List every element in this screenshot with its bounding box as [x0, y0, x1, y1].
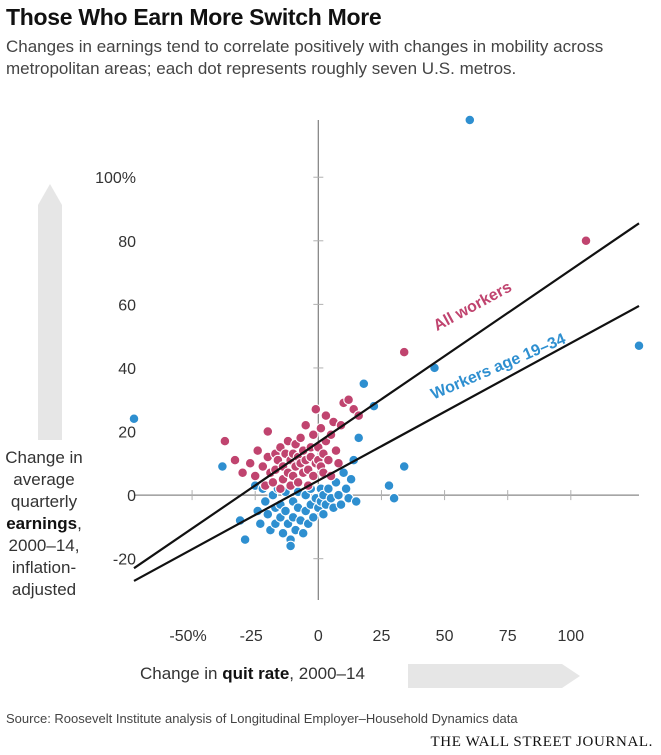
data-point-young-workers — [633, 340, 645, 352]
chart-title: Those Who Earn More Switch More — [6, 4, 382, 30]
data-point-young-workers — [297, 527, 309, 539]
x-label-prefix: Change in — [140, 664, 223, 683]
data-point-young-workers — [335, 499, 347, 510]
y-label-line-7: adjusted — [11, 580, 77, 599]
data-point-young-workers — [345, 473, 357, 485]
data-point-young-workers — [398, 461, 410, 472]
x-tick-label: 100 — [557, 628, 584, 645]
data-point-all-workers — [330, 445, 342, 456]
y-tick-label: 80 — [118, 234, 136, 251]
x-axis-label: Change in quit rate, 2000–14 — [140, 664, 365, 684]
data-point-all-workers — [333, 457, 344, 469]
x-tick-label: -25 — [240, 628, 263, 645]
y-label-comma: , — [77, 514, 82, 533]
data-point-all-workers — [219, 435, 231, 447]
trend-line-young-workers — [133, 304, 640, 582]
y-axis-label: Change in average quarterly earnings, 20… — [0, 447, 88, 601]
gridlines — [134, 120, 639, 600]
data-point-young-workers — [388, 492, 400, 504]
y-axis-arrow — [38, 184, 62, 440]
data-point-all-workers — [307, 429, 319, 441]
y-label-line-6: inflation- — [11, 558, 77, 577]
data-point-young-workers — [259, 496, 271, 507]
x-tick-label: 75 — [499, 628, 517, 645]
y-label-line-2: average — [13, 470, 75, 489]
data-point-young-workers — [353, 432, 365, 444]
x-label-bold: quit rate — [222, 664, 290, 683]
data-point-young-workers — [254, 518, 266, 530]
data-point-young-workers — [323, 483, 334, 495]
data-point-young-workers — [340, 483, 352, 495]
y-tick-label: 0 — [127, 488, 136, 505]
y-label-bold: earnings — [6, 514, 78, 533]
data-point-all-workers — [300, 419, 312, 431]
x-tick-label: 25 — [373, 628, 391, 645]
trend-lines — [133, 222, 640, 582]
data-point-all-workers — [343, 394, 354, 406]
data-point-all-workers — [267, 477, 279, 488]
series-label-all-workers: All workers — [431, 279, 515, 335]
data-point-all-workers — [262, 426, 274, 437]
data-point-young-workers — [350, 496, 362, 507]
data-point-all-workers — [257, 461, 269, 472]
x-tick-label: 0 — [314, 628, 323, 645]
data-point-young-workers — [239, 534, 251, 545]
publisher-logo: THE WALL STREET JOURNAL. — [430, 734, 653, 750]
y-label-line-1: Change in — [5, 448, 83, 467]
data-point-all-workers — [307, 470, 319, 482]
data-point-all-workers — [320, 410, 332, 421]
y-tick-label: 60 — [118, 297, 136, 314]
data-point-all-workers — [398, 346, 410, 358]
data-point-young-workers — [262, 508, 274, 520]
data-point-all-workers — [580, 235, 592, 247]
data-point-all-workers — [237, 467, 248, 479]
data-point-young-workers — [277, 527, 289, 539]
data-point-young-workers — [358, 378, 370, 390]
data-point-all-workers — [252, 445, 264, 456]
data-points — [128, 114, 645, 552]
data-point-young-workers — [285, 540, 296, 552]
data-point-young-workers — [307, 512, 319, 523]
data-point-all-workers — [244, 457, 256, 469]
data-point-all-workers — [275, 483, 286, 495]
x-axis-arrow — [408, 664, 580, 688]
data-point-all-workers — [310, 403, 322, 415]
data-point-young-workers — [383, 480, 395, 491]
y-tick-label: 20 — [118, 425, 136, 442]
data-point-all-workers — [292, 477, 304, 488]
axis-arrows — [38, 184, 580, 688]
source-note: Source: Roosevelt Institute analysis of … — [6, 711, 518, 726]
tick-labels: 100% 80 60 40 20 0 -20 -50% -25 0 25 50 75 100 — [95, 170, 584, 645]
data-point-young-workers — [464, 114, 476, 126]
data-point-young-workers — [318, 508, 329, 520]
x-tick-label: -50% — [169, 628, 206, 645]
series-label-young-workers: Workers age 19–34 — [429, 331, 569, 404]
x-label-suffix: , 2000–14 — [289, 664, 365, 683]
x-tick-label: 50 — [436, 628, 454, 645]
data-point-young-workers — [280, 505, 291, 517]
data-point-all-workers — [229, 454, 241, 466]
data-point-all-workers — [315, 422, 327, 434]
y-tick-label: 40 — [118, 361, 136, 378]
data-point-all-workers — [295, 432, 306, 444]
data-point-young-workers — [128, 413, 140, 425]
trend-line-all-workers — [133, 222, 640, 570]
y-label-line-3: quarterly — [10, 492, 78, 511]
data-point-all-workers — [323, 454, 334, 466]
y-tick-label: 100% — [95, 170, 136, 187]
y-tick-label: -20 — [113, 552, 136, 569]
y-label-line-5: 2000–14, — [8, 536, 80, 555]
scatter-chart: 100% 80 60 40 20 0 -20 -50% -25 0 25 50 75 100 Worker… — [38, 114, 645, 688]
data-point-all-workers — [249, 470, 261, 482]
data-point-young-workers — [217, 461, 228, 472]
chart-subtitle: Changes in earnings tend to correlate po… — [6, 37, 604, 78]
